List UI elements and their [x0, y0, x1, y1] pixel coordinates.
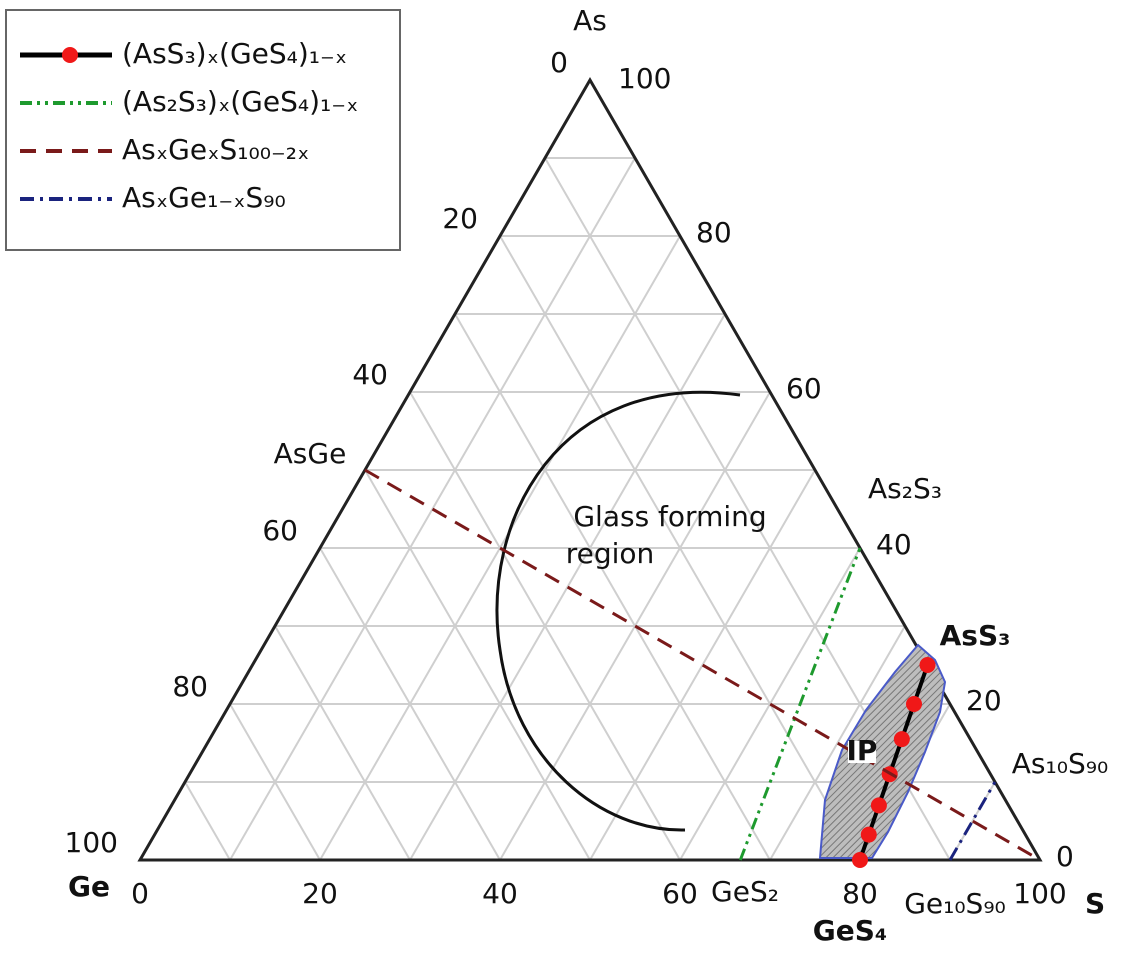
grid-line: [409, 313, 726, 861]
grid-line: [949, 781, 996, 861]
grid-line: [364, 469, 591, 861]
legend-label: AsₓGe₁₋ₓS₉₀: [122, 181, 286, 214]
ge-tick-label: 20: [442, 202, 478, 235]
grid-line: [589, 469, 816, 861]
grid-line: [184, 781, 231, 861]
legend-label: (As₂S₃)ₓ(GeS₄)₁₋ₓ: [122, 85, 358, 118]
s-tick-label: 0: [131, 877, 149, 910]
vertex-label: Ge: [68, 870, 110, 903]
ge-tick-label: 80: [172, 670, 208, 703]
ge-tick-label: 60: [262, 514, 298, 547]
grid-line: [454, 313, 771, 861]
annotation: GeS₄: [813, 914, 887, 947]
annotation: region: [566, 537, 655, 570]
ge-tick-label: 0: [550, 46, 568, 79]
s-tick-label: 80: [842, 877, 878, 910]
legend: (AsS₃)ₓ(GeS₄)₁₋ₓ (As₂S₃)ₓ(GeS₄)₁₋ₓ AsₓGeₓS…: [20, 37, 358, 214]
ge-tick-label: 40: [352, 358, 388, 391]
legend-label: (AsS₃)ₓ(GeS₄)₁₋ₓ: [122, 37, 347, 70]
vertex-label: As: [573, 4, 607, 37]
as-tick-label: 20: [966, 684, 1002, 717]
annotation: Ge₁₀S₉₀: [904, 887, 1006, 920]
series-line: [738, 547, 862, 861]
annotation: AsS₃: [940, 619, 1011, 652]
ip-label-box: [848, 741, 876, 763]
grid-line: [769, 625, 906, 861]
as-tick-label: 80: [696, 216, 732, 249]
grid-line: [319, 547, 501, 861]
data-point: [893, 731, 910, 748]
as-tick-label: 40: [876, 528, 912, 561]
s-tick-label: 20: [302, 877, 338, 910]
annotation: As₁₀S₉₀: [1012, 747, 1108, 780]
grid-line: [274, 625, 411, 861]
legend-label: AsₓGeₓS₁₀₀₋₂ₓ: [122, 133, 309, 166]
series-layer: [364, 468, 1041, 868]
data-point: [860, 826, 877, 843]
as-tick-label: 60: [786, 372, 822, 405]
annotation: Glass forming: [573, 500, 766, 533]
as-tick-label: 0: [1056, 840, 1074, 873]
annotation: IP: [847, 734, 878, 767]
glass-forming-boundary: [495, 390, 741, 832]
ge-tick-label: 100: [65, 826, 118, 859]
data-point: [906, 696, 922, 712]
s-tick-label: 40: [482, 877, 518, 910]
grid-line: [229, 157, 636, 861]
grid: [184, 157, 996, 861]
s-tick-label: 60: [662, 877, 698, 910]
data-point: [852, 852, 868, 868]
grid-line: [679, 547, 861, 861]
grid-line: [229, 703, 321, 861]
annotation: AsGe: [274, 437, 347, 470]
as-tick-label: 100: [618, 62, 671, 95]
s-tick-label: 100: [1013, 877, 1066, 910]
annotation: As₂S₃: [868, 472, 942, 505]
legend-marker: [62, 47, 78, 63]
ip-region: [818, 643, 947, 859]
data-point: [870, 797, 887, 814]
data-point: [919, 657, 936, 673]
vertex-label: S: [1085, 887, 1105, 920]
annotation: GeS₂: [711, 875, 779, 908]
